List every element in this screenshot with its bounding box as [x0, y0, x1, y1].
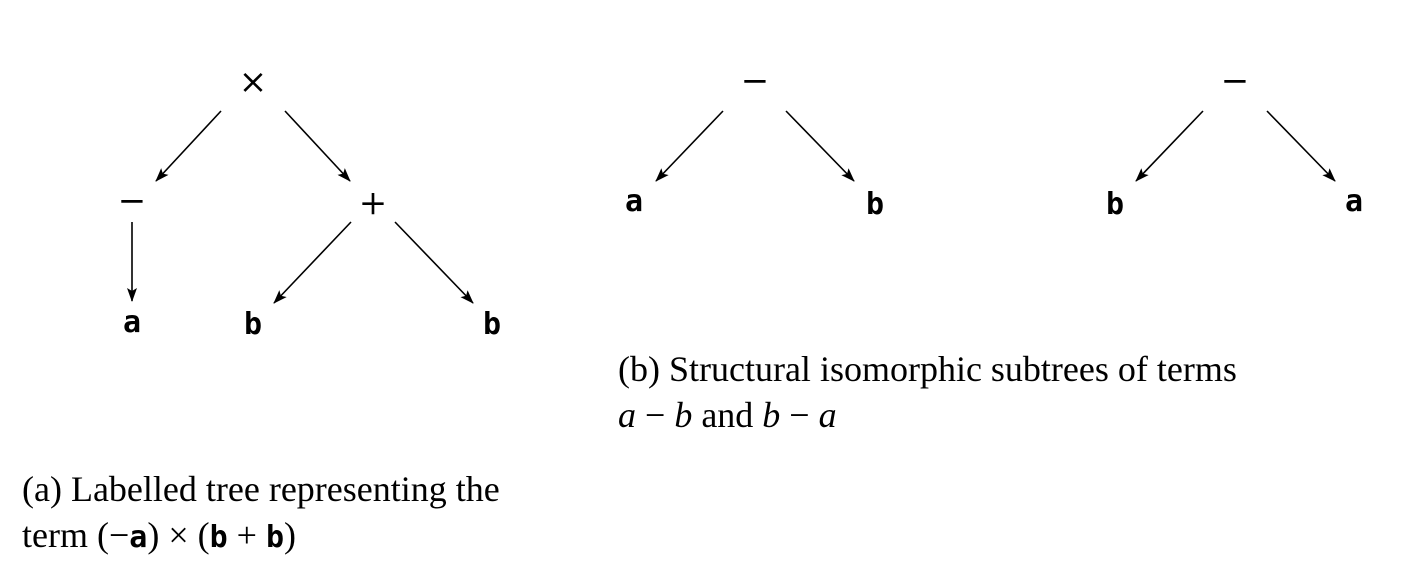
- edge-plus-b-right: [394, 221, 474, 304]
- caption-a-var-a: a: [129, 520, 148, 555]
- edge-minus2-b: [1135, 110, 1204, 182]
- caption-a-close: ): [284, 515, 297, 555]
- edge-times-plus: [284, 110, 351, 182]
- caption-b-line2: a − b and b − a: [618, 392, 1237, 438]
- caption-b-minus1: −: [636, 395, 675, 435]
- node-neg: −: [118, 181, 147, 221]
- edge-plus-b-left: [273, 221, 352, 304]
- caption-b-minus2: −: [780, 395, 819, 435]
- tree-a: × − + a b b: [118, 62, 501, 342]
- node-b-right: b: [483, 307, 501, 342]
- node-minus-2: −: [1221, 61, 1250, 101]
- edge-minus2-a: [1266, 110, 1336, 182]
- caption-a-line2: term (−a) × (b + b): [22, 512, 500, 561]
- caption-a-var-b2: b: [265, 520, 285, 555]
- edge-times-neg: [155, 110, 222, 182]
- node-a: a: [123, 305, 141, 340]
- tree-b-1: − a b: [625, 61, 884, 222]
- edge-minus1-a: [655, 110, 724, 182]
- node-plus: +: [359, 183, 388, 223]
- node-b-1: b: [866, 187, 884, 222]
- node-minus-1: −: [741, 61, 770, 101]
- node-a-1: a: [625, 184, 643, 219]
- node-times: ×: [239, 62, 268, 102]
- caption-b-and: and: [692, 395, 763, 435]
- caption-b: (b) Structural isomorphic subtrees of te…: [618, 346, 1237, 438]
- caption-b-line1: (b) Structural isomorphic subtrees of te…: [618, 349, 1237, 389]
- caption-b-a2: a: [818, 395, 837, 435]
- caption-b-b2: b: [762, 395, 781, 435]
- tree-b-2: − b a: [1106, 61, 1363, 222]
- caption-b-a1: a: [618, 395, 636, 435]
- edge-minus1-b: [785, 110, 855, 182]
- caption-a-prefix: term (−: [22, 515, 130, 555]
- node-b-2: b: [1106, 187, 1124, 222]
- node-b-left: b: [244, 307, 262, 342]
- caption-a-plus: +: [227, 515, 266, 555]
- caption-a-mid: ) × (: [147, 515, 210, 555]
- caption-a: (a) Labelled tree representing the term …: [22, 466, 500, 561]
- node-a-2: a: [1345, 184, 1363, 219]
- caption-a-var-b1: b: [209, 520, 228, 555]
- caption-b-b1: b: [674, 395, 693, 435]
- caption-a-line1: (a) Labelled tree representing the: [22, 469, 500, 509]
